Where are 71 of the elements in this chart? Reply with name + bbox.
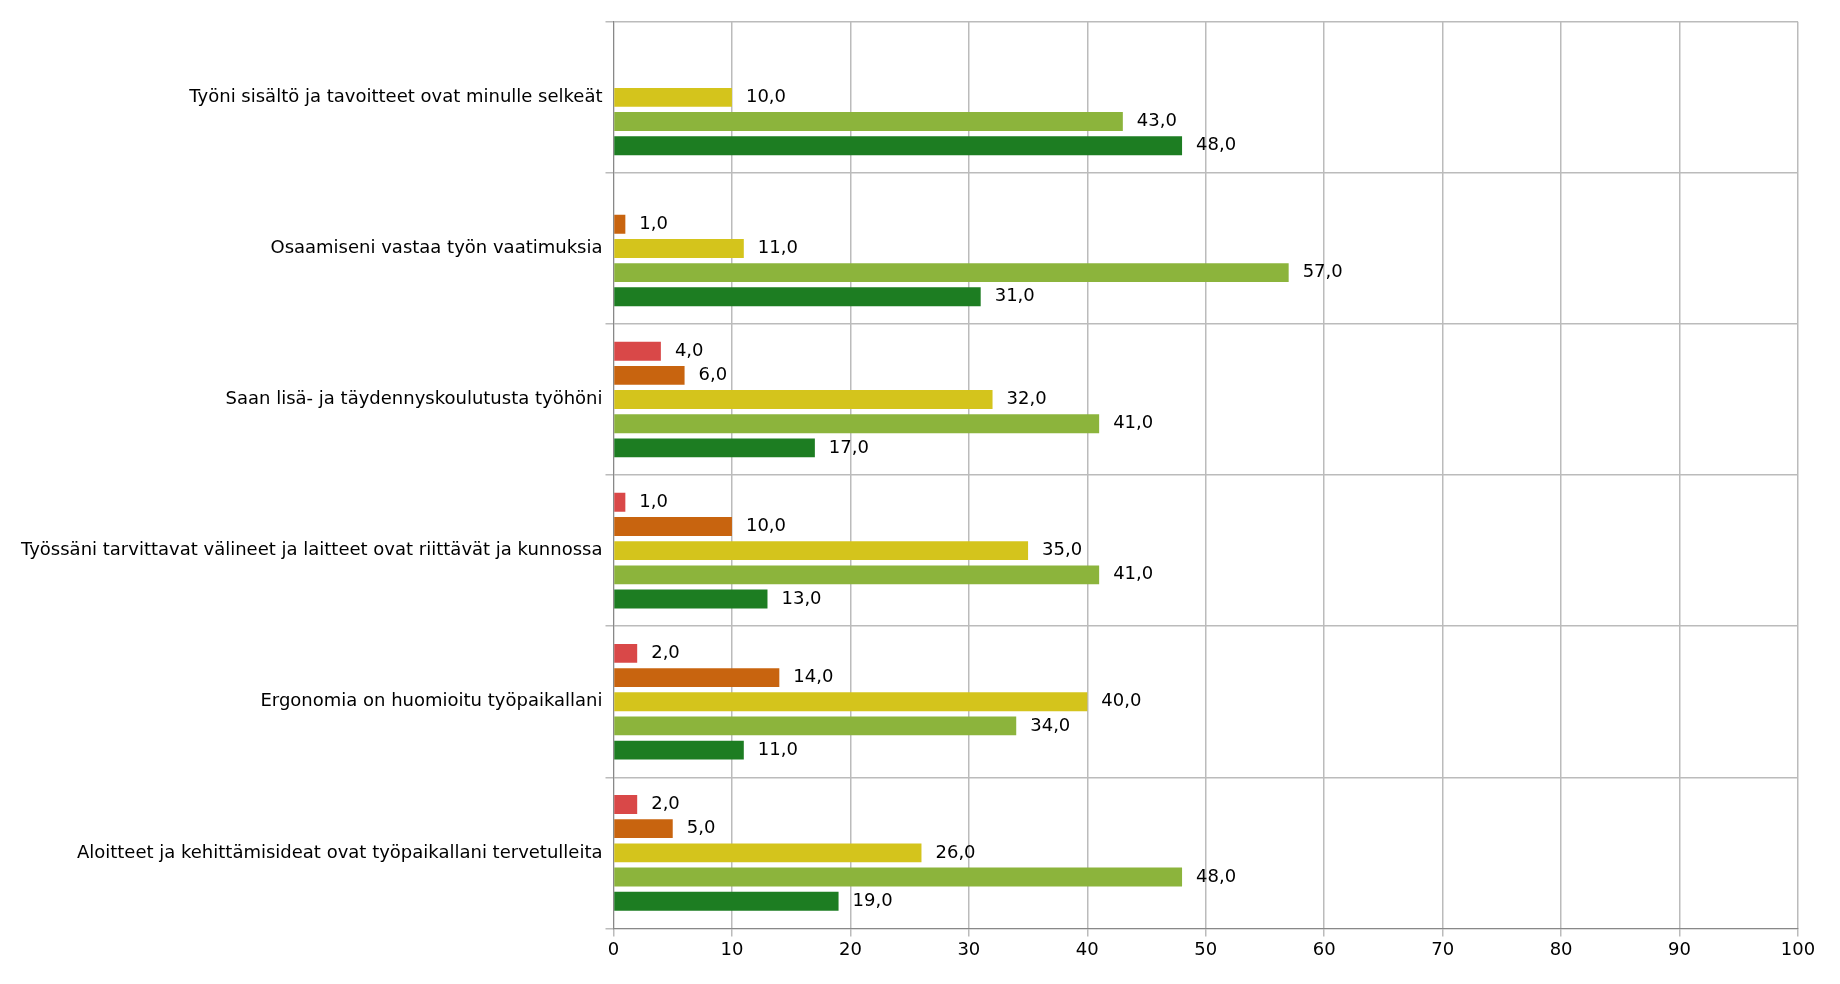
data-label: 41,0 xyxy=(1113,411,1154,433)
bar xyxy=(614,565,1100,585)
bar xyxy=(614,214,626,234)
bar xyxy=(614,287,981,307)
bar xyxy=(614,438,815,458)
data-label: 14,0 xyxy=(793,665,834,687)
x-tick-label: 100 xyxy=(1780,937,1816,959)
y-tick-label: Osaamiseni vastaa työn vaatimuksia xyxy=(270,236,603,258)
bar xyxy=(614,819,673,839)
bar xyxy=(614,891,839,911)
y-tick-label: Aloitteet ja kehittämisideat ovat työpaikallani tervetulleita xyxy=(76,840,603,862)
bar xyxy=(614,795,638,814)
bar xyxy=(614,239,744,258)
data-label: 11,0 xyxy=(757,236,798,258)
y-tick-label: Työni sisältö ja tavoitteet ovat minulle selkeät xyxy=(188,85,603,107)
bar xyxy=(614,87,732,107)
bar xyxy=(614,867,1183,887)
bar xyxy=(614,541,1029,561)
x-tick-label: 80 xyxy=(1549,937,1573,959)
x-tick-label: 0 xyxy=(607,937,620,959)
bar xyxy=(614,843,922,863)
data-label: 48,0 xyxy=(1196,864,1237,886)
bar xyxy=(614,740,744,760)
x-tick-label: 10 xyxy=(720,937,744,959)
bar xyxy=(614,263,1289,283)
data-label: 6,0 xyxy=(698,363,728,385)
data-label: 26,0 xyxy=(935,840,976,862)
data-label: 10,0 xyxy=(745,85,787,107)
x-tick-label: 20 xyxy=(838,937,862,959)
data-label: 2,0 xyxy=(651,792,680,814)
data-label: 35,0 xyxy=(1042,538,1083,560)
data-label: 48,0 xyxy=(1196,133,1237,155)
y-tick-label: Työssäni tarvittavat välineet ja laitteet ovat riittävät ja kunnossa xyxy=(19,538,603,560)
data-label: 19,0 xyxy=(852,888,893,910)
data-label: 57,0 xyxy=(1302,260,1343,282)
x-tick-label: 60 xyxy=(1312,937,1336,959)
bar xyxy=(614,589,768,609)
x-tick-label: 70 xyxy=(1431,937,1455,959)
bar xyxy=(614,414,1100,434)
bar xyxy=(614,643,638,663)
y-tick-label: Saan lisä- ja täydennyskoulutusta työhöni xyxy=(225,387,603,409)
data-label: 2,0 xyxy=(651,641,680,663)
data-label: 4,0 xyxy=(674,338,704,360)
bar xyxy=(614,716,1017,736)
bar xyxy=(614,341,661,361)
bar xyxy=(614,492,626,512)
data-label: 13,0 xyxy=(781,586,822,608)
data-label: 10,0 xyxy=(745,514,787,536)
data-label: 17,0 xyxy=(828,435,869,457)
bar xyxy=(614,692,1088,712)
x-tick-label: 90 xyxy=(1668,937,1691,959)
data-label: 40,0 xyxy=(1101,689,1142,711)
bar xyxy=(614,365,685,385)
data-label: 11,0 xyxy=(757,737,798,759)
data-label: 5,0 xyxy=(686,816,716,838)
data-label: 41,0 xyxy=(1113,562,1154,584)
x-tick-label: 30 xyxy=(957,937,981,959)
data-label: 1,0 xyxy=(639,211,668,233)
bar xyxy=(614,390,993,409)
x-tick-label: 50 xyxy=(1194,937,1218,959)
y-tick-label: Ergonomia on huomioitu työpaikallani xyxy=(260,689,603,711)
bar xyxy=(614,136,1183,156)
bar xyxy=(614,112,1123,131)
x-tick-label: 40 xyxy=(1075,937,1099,959)
data-label: 1,0 xyxy=(639,489,668,511)
bar xyxy=(614,668,780,687)
data-label: 32,0 xyxy=(1006,387,1047,409)
data-label: 31,0 xyxy=(994,284,1035,306)
data-label: 43,0 xyxy=(1136,109,1177,131)
bar xyxy=(614,517,732,536)
data-label: 34,0 xyxy=(1030,713,1071,735)
